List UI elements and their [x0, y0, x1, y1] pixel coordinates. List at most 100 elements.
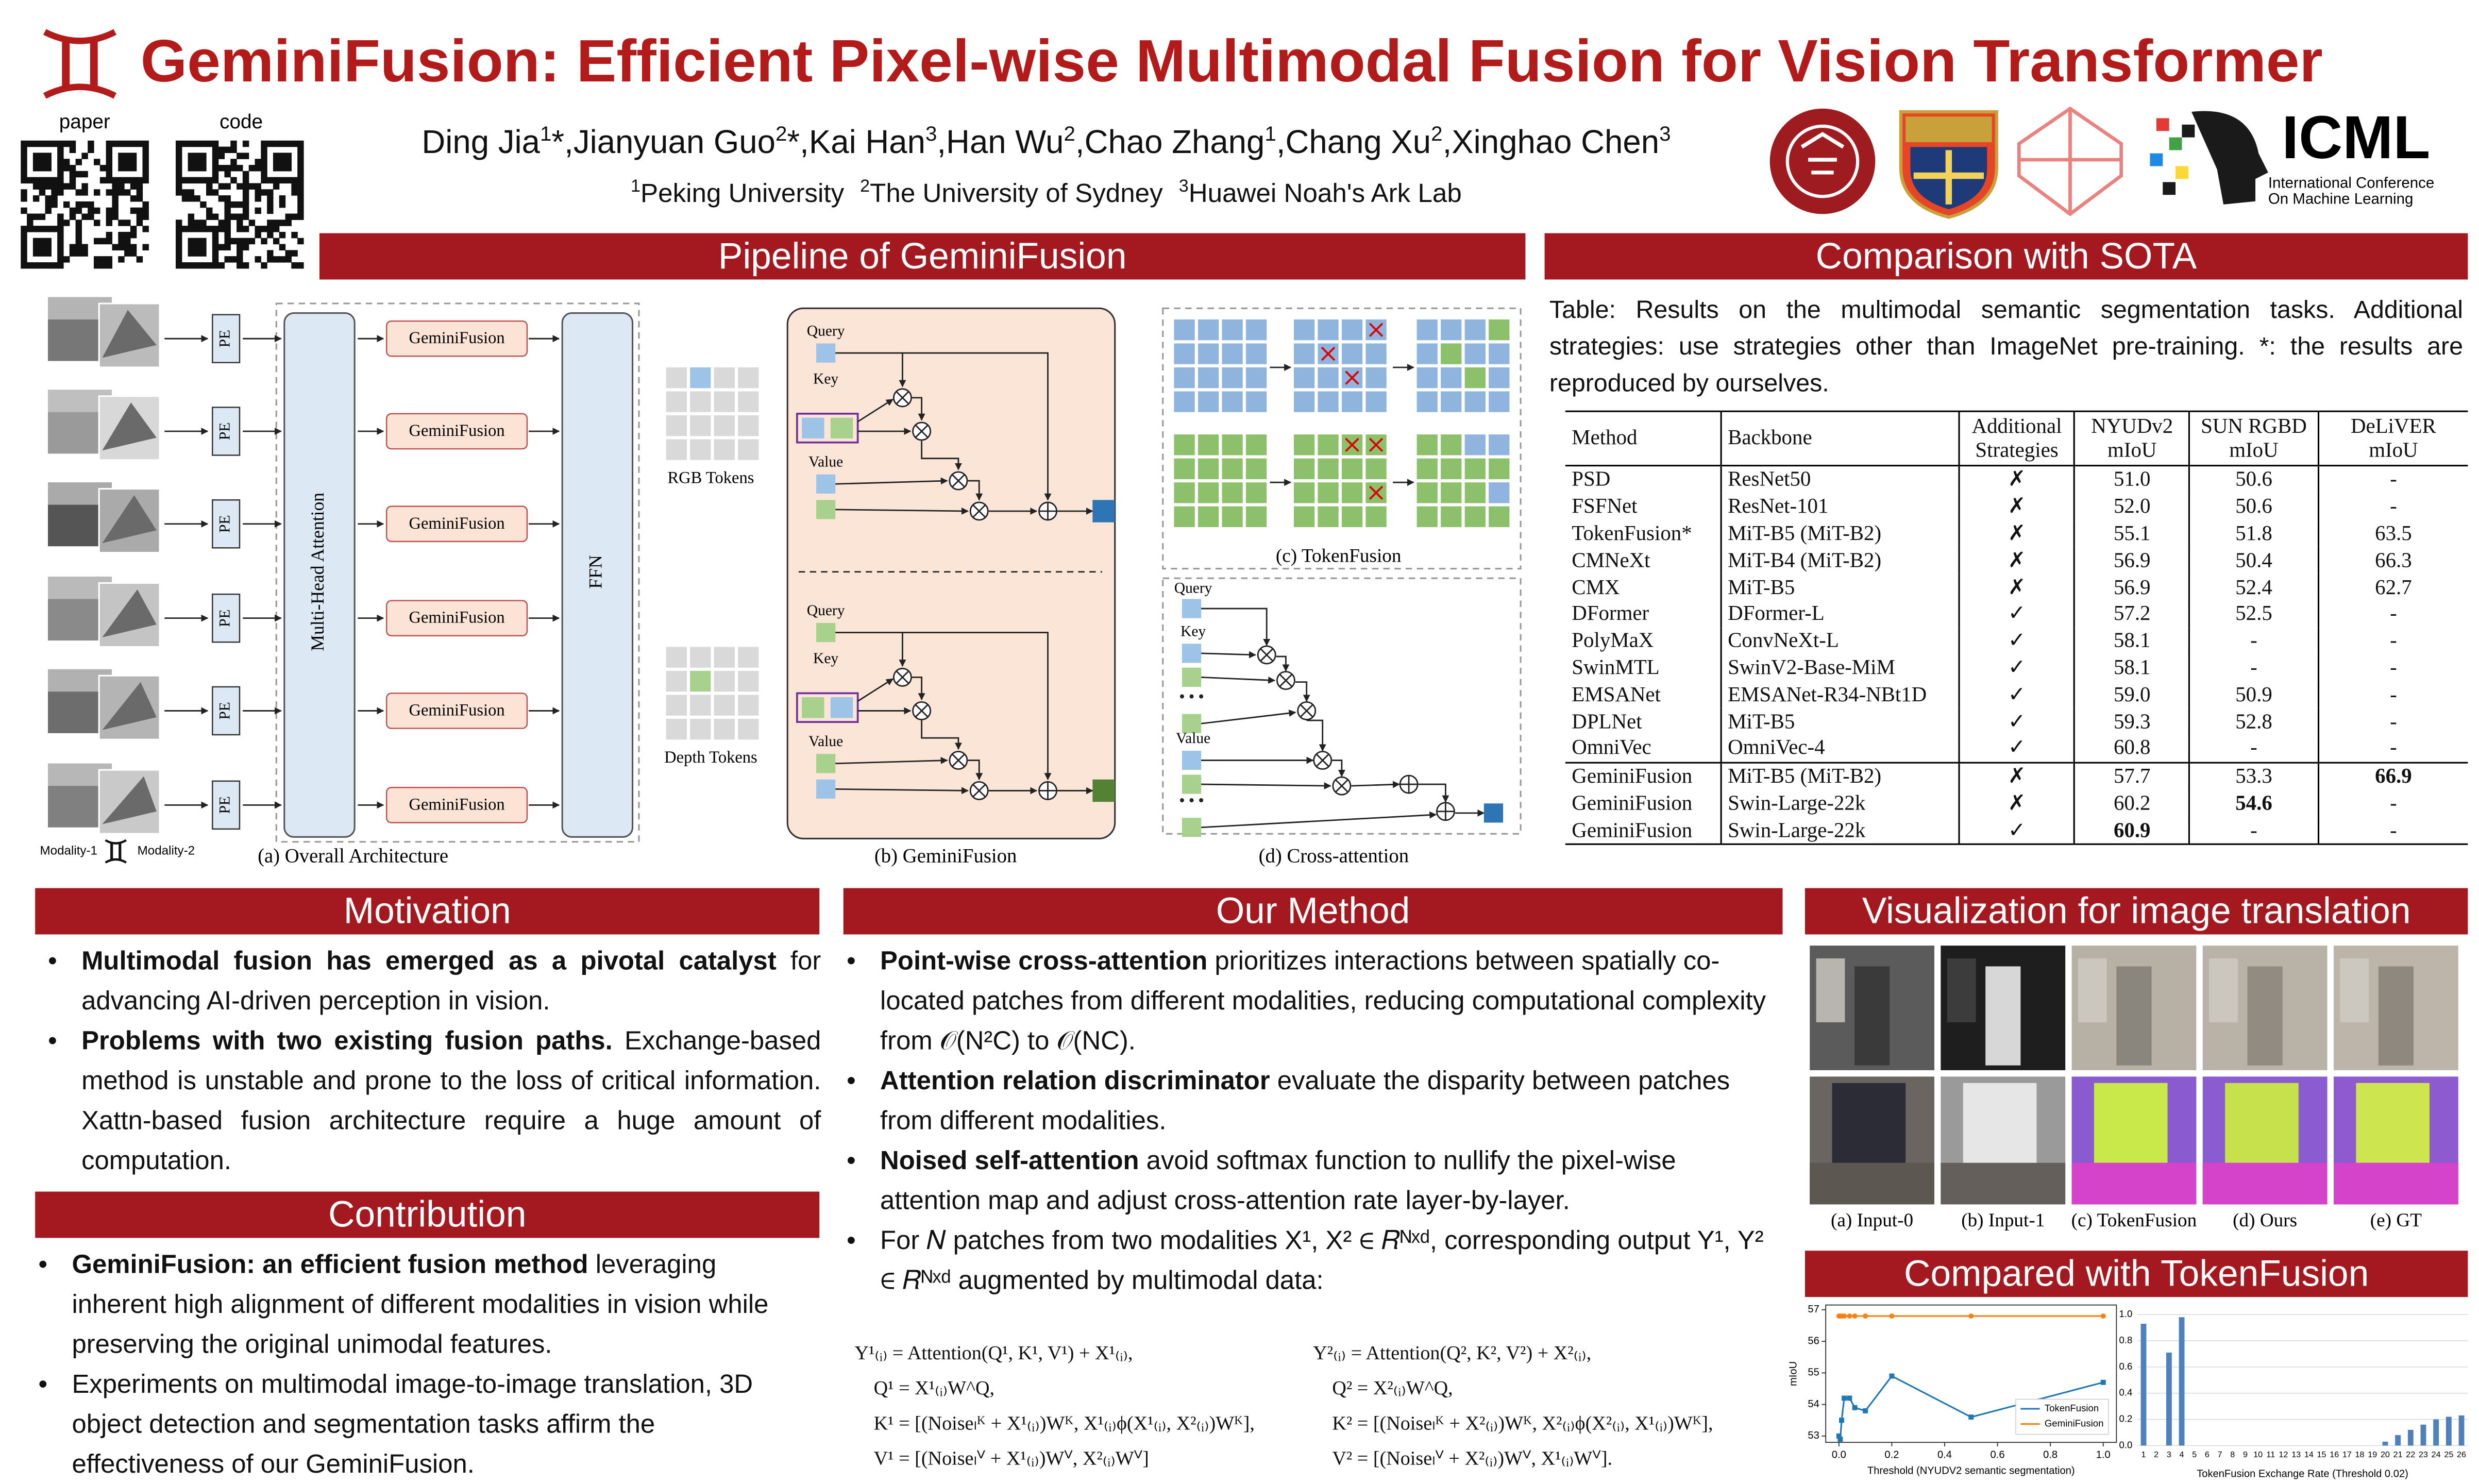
- qr-module: [32, 177, 40, 184]
- token: [1245, 434, 1267, 456]
- token: [1174, 506, 1195, 527]
- token: [1198, 434, 1219, 456]
- result-image: [1854, 966, 1890, 1066]
- qr-module: [194, 238, 200, 245]
- qr-module: [51, 183, 58, 190]
- qr-module: [261, 146, 267, 154]
- query-label: Query: [807, 323, 845, 340]
- x-tick-label: 0.4: [1937, 1449, 1952, 1460]
- fusion-block-label: GeminiFusion: [409, 701, 504, 719]
- qr-module: [57, 189, 64, 196]
- qr-module: [175, 177, 182, 184]
- icml-logo: [2163, 182, 2176, 195]
- token: [1464, 391, 1486, 412]
- table-body: PSD ResNet50 ✗ 51.0 50.6- FSFNet ResNet-101 ✗ 52…: [1565, 465, 2468, 845]
- qr-module: [200, 238, 207, 245]
- qr-module: [21, 189, 27, 196]
- qr-module: [45, 183, 52, 190]
- arrow: [1351, 781, 1400, 788]
- result-image: [2225, 1083, 2299, 1163]
- qr-module: [21, 171, 27, 178]
- table-cell: TokenFusion*: [1572, 520, 1692, 545]
- qr-module: [39, 165, 46, 172]
- token: [1365, 391, 1387, 412]
- qr-module: [255, 226, 261, 232]
- qr-module: [112, 201, 119, 208]
- bar: [2407, 1429, 2414, 1446]
- token: [1245, 458, 1267, 479]
- token: [1182, 644, 1202, 663]
- qr-module: [279, 140, 286, 147]
- author-affiliation-mark: 2: [775, 121, 787, 146]
- qr-module: [99, 256, 107, 263]
- qr-module: [124, 189, 131, 196]
- icml-subtitle: On Machine Learning: [2268, 190, 2413, 207]
- qr-module: [212, 189, 219, 196]
- qr-module: [242, 171, 249, 178]
- author-affiliation-mark: 3: [1659, 121, 1671, 146]
- table-row: EMSANet EMSANet-R34-NBt1D ✓ 59.0 50.9-: [1565, 681, 2468, 708]
- result-image: [1810, 1162, 1934, 1205]
- qr-module: [188, 220, 195, 226]
- qr-module: [57, 244, 64, 250]
- qr-module: [75, 226, 82, 232]
- token: [1245, 482, 1267, 503]
- table-header-text: DeLiVER: [2351, 413, 2436, 438]
- pe-block: [212, 314, 241, 363]
- qr-module: [57, 220, 64, 226]
- qr-module: [230, 177, 237, 184]
- y-tick-label: 56: [1808, 1335, 1819, 1346]
- token: [690, 367, 711, 389]
- token: [714, 439, 735, 460]
- table-cell: ✗: [1958, 520, 2075, 547]
- qr-module: [285, 159, 292, 165]
- qr-module: [112, 183, 119, 190]
- table-cell: DFormer: [1572, 601, 1649, 626]
- input-image: [102, 310, 157, 358]
- qr-module: [81, 201, 88, 208]
- qr-module: [136, 195, 143, 202]
- token: [1489, 506, 1510, 527]
- qr-module: [75, 238, 82, 245]
- qr-module: [279, 165, 286, 172]
- connector: [1369, 485, 1384, 500]
- output-token: [1092, 779, 1115, 802]
- table-caption: Table: Results on the multimodal semanti…: [1549, 297, 2464, 398]
- qr-module: [94, 189, 100, 196]
- qr-module: [194, 262, 200, 269]
- qr-module: [118, 153, 125, 159]
- qr-module: [218, 165, 225, 172]
- token: [1293, 367, 1315, 389]
- token: [1293, 482, 1315, 503]
- token: [1182, 599, 1202, 618]
- arrow: [1332, 760, 1345, 777]
- qr-module: [124, 165, 131, 172]
- qr-module: [255, 189, 261, 196]
- qr-module: [112, 189, 119, 196]
- arrow: [1201, 676, 1276, 684]
- qr-module: [136, 213, 143, 220]
- fusion-block-label: GeminiFusion: [409, 421, 504, 440]
- table-header-text: Additional: [1971, 413, 2062, 438]
- table-cell: ✓: [1958, 734, 2075, 763]
- table-cell: 50.9: [2188, 681, 2318, 708]
- qr-module: [130, 231, 137, 239]
- x-tick-label: 15: [2317, 1450, 2326, 1459]
- qr-module: [237, 250, 243, 257]
- bullet-list: GeminiFusion: an efficient fusion method…: [29, 1246, 812, 1484]
- token: [666, 670, 687, 692]
- qr-module: [279, 231, 286, 239]
- qr-module: [175, 262, 182, 269]
- qr-module: [21, 153, 27, 159]
- qr-module: [63, 159, 70, 165]
- table-cell: -: [2317, 817, 2468, 845]
- series-marker: [1837, 1437, 1843, 1442]
- qr-module: [32, 195, 40, 202]
- bullet-item: Noised self-attention avoid softmax func…: [837, 1142, 1782, 1222]
- qr-module: [267, 140, 274, 147]
- token: [1198, 343, 1219, 364]
- token: [1182, 667, 1202, 687]
- table-cell: -: [2317, 681, 2468, 708]
- qr-module: [136, 207, 143, 214]
- dashed-frame: [275, 302, 640, 843]
